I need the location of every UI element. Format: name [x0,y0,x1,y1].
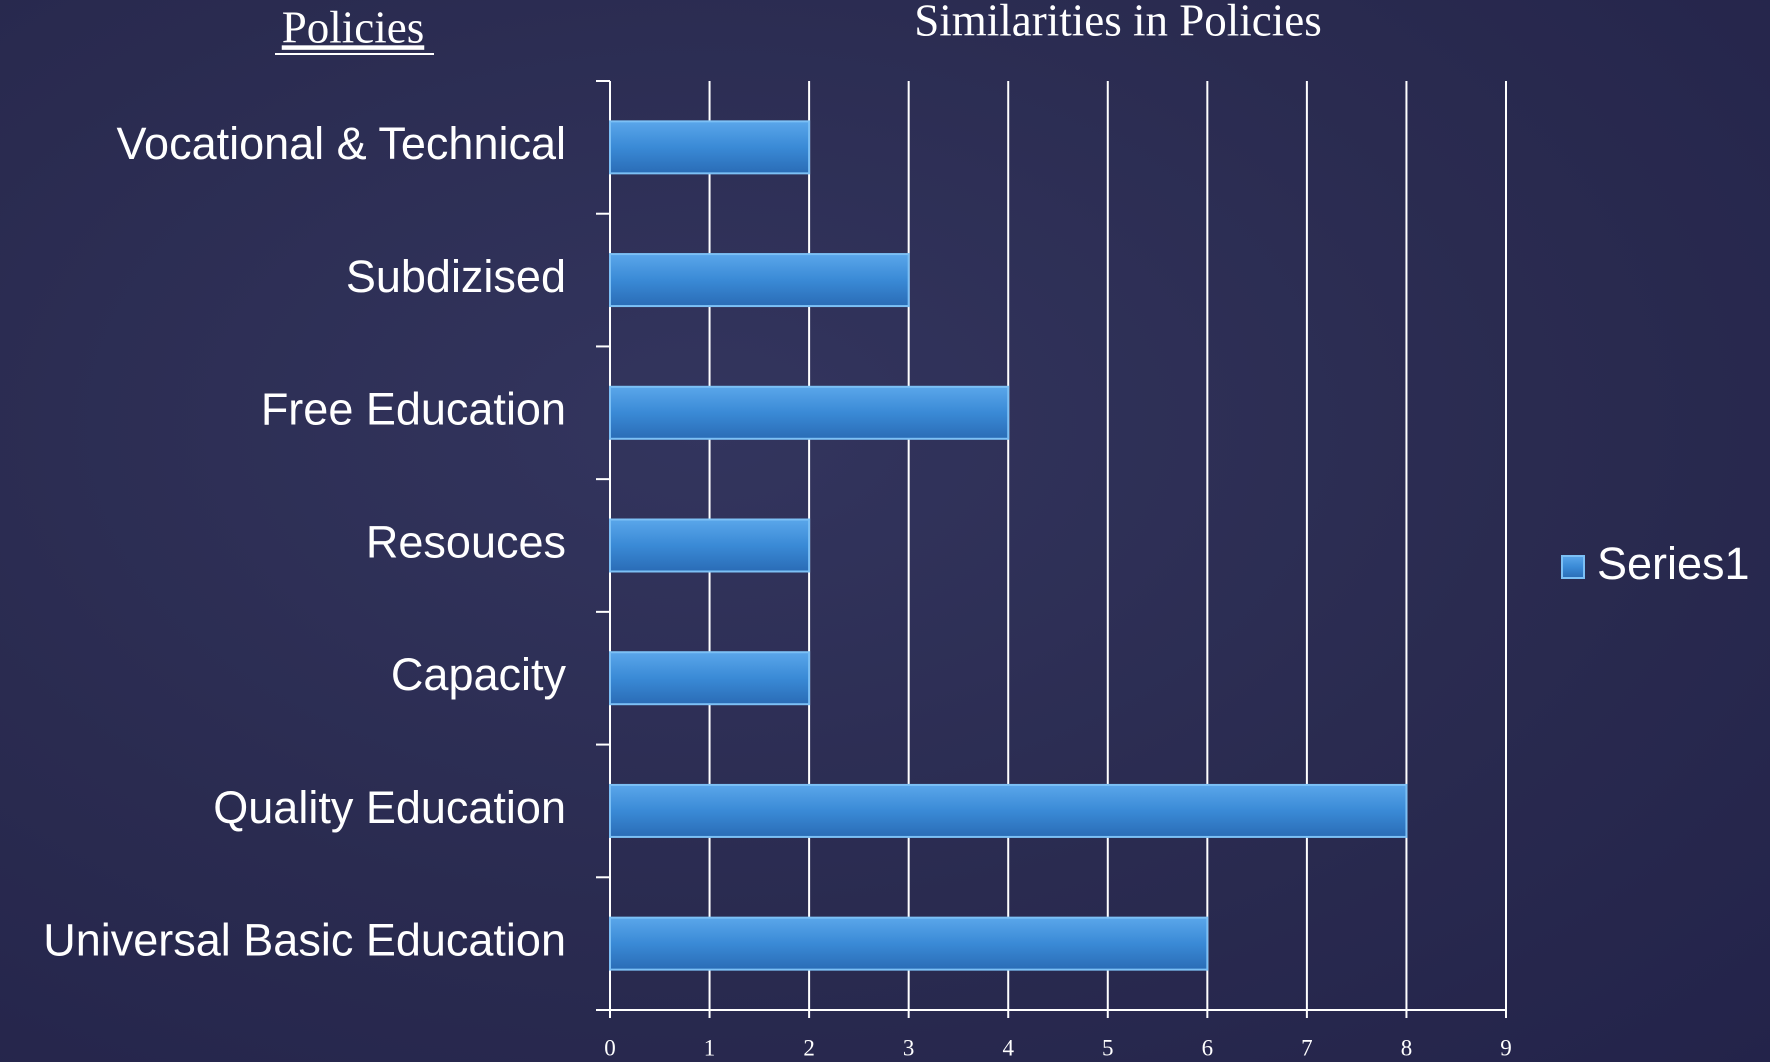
bar [609,253,910,308]
y-tick-label: Subdizised [346,251,566,302]
x-tick-label: 7 [1301,1035,1313,1060]
bar [609,120,811,175]
legend-label: Series1 [1597,538,1750,589]
x-tick-label: 6 [1202,1035,1214,1060]
bar [609,916,1209,971]
y-tick-label: Resouces [366,516,566,567]
y-tick-label: Free Education [261,384,566,435]
chart-title: Similarities in Policies [914,0,1321,45]
x-tick-label: 8 [1401,1035,1413,1060]
y-tick-label: Capacity [391,649,567,700]
y-tick-label: Universal Basic Education [43,915,566,966]
bar [609,385,1010,440]
bar [609,783,1408,838]
x-tick-label: 0 [604,1035,616,1060]
legend-swatch [1561,555,1585,579]
x-tick-label: 1 [704,1035,716,1060]
x-tick-label: 2 [803,1035,815,1060]
x-tick-label: 9 [1500,1035,1512,1060]
x-tick-label: 5 [1102,1035,1114,1060]
bar [609,518,811,573]
heading: Policies [282,2,425,52]
y-tick-label: Vocational & Technical [117,118,566,169]
bar [609,651,811,706]
y-tick-label: Quality Education [213,782,566,833]
x-tick-label: 3 [903,1035,915,1060]
x-tick-label: 4 [1002,1035,1014,1060]
